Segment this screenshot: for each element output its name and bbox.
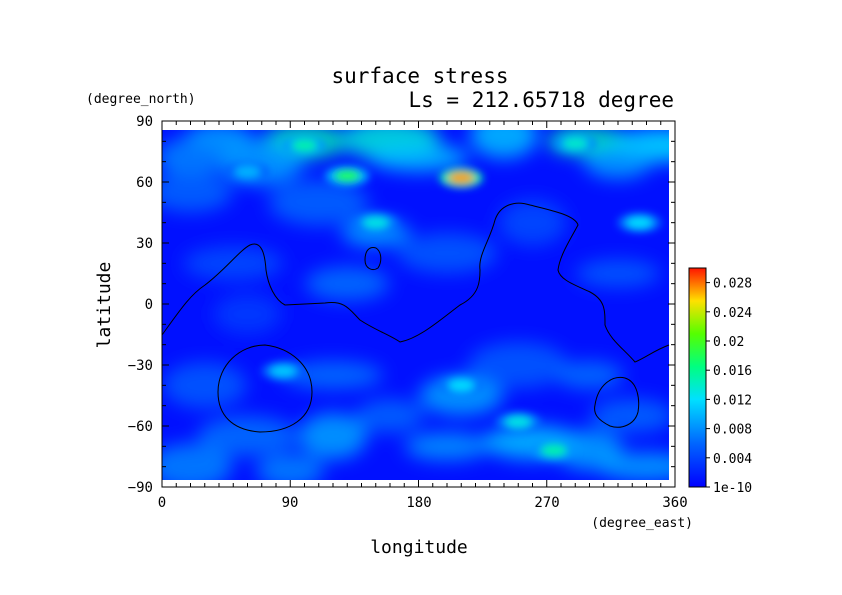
field-texture	[299, 413, 367, 460]
y-tick-labels: 90 60 30 0 −30 −60 −90	[128, 114, 153, 496]
x-tick-label: 0	[158, 495, 166, 511]
field-texture	[584, 144, 652, 179]
field-texture	[356, 398, 424, 433]
chart-title: surface stress	[331, 64, 508, 88]
field-texture	[256, 453, 325, 480]
field-texture	[162, 137, 225, 178]
heatmap-field	[162, 130, 669, 480]
colorbar-label: 0.016	[713, 364, 752, 379]
field-texture	[368, 143, 469, 172]
y-units: (degree_north)	[86, 92, 196, 107]
stress-core	[270, 365, 297, 378]
stress-core	[448, 379, 475, 392]
x-units: (degree_east)	[591, 516, 693, 531]
chart-subtitle: Ls = 212.65718 degree	[408, 88, 674, 112]
y-axis-label: latitude	[94, 262, 115, 349]
stress-core	[448, 171, 475, 184]
colorbar-label: 0.008	[713, 423, 752, 438]
colorbar-label: 0.024	[713, 306, 752, 321]
field-texture	[213, 294, 282, 335]
y-tick-label: −30	[128, 358, 153, 374]
basin-southeast	[594, 376, 640, 428]
stress-core	[540, 444, 567, 457]
stress-core	[362, 216, 389, 229]
island-north	[364, 247, 382, 271]
stress-core	[505, 415, 532, 428]
field-texture	[397, 233, 497, 274]
axis-ticks	[161, 120, 676, 488]
x-tick-label: 90	[282, 495, 299, 511]
field-texture	[162, 362, 247, 409]
colorbar-scale	[688, 267, 707, 488]
x-tick-label: 180	[406, 495, 431, 511]
field-texture	[162, 172, 233, 213]
y-tick-label: 0	[145, 297, 153, 313]
colorbar-label: 0.004	[713, 452, 752, 467]
stress-core	[562, 137, 589, 150]
field-texture	[305, 266, 390, 301]
y-tick-label: −90	[128, 480, 153, 496]
field-texture	[197, 416, 298, 457]
y-tick-label: 30	[136, 236, 153, 252]
x-tick-label: 270	[534, 495, 559, 511]
field-texture	[555, 361, 624, 390]
field-texture	[498, 199, 567, 246]
field-texture	[468, 342, 569, 388]
colorbar-label: 0.028	[713, 277, 752, 292]
field-texture	[283, 361, 383, 390]
coastline-west	[161, 202, 670, 363]
field-texture	[405, 432, 489, 461]
colorbar-label: 0.012	[713, 393, 752, 408]
stress-core	[291, 139, 318, 152]
basin-southwest	[217, 344, 313, 433]
coastline-contours	[161, 202, 670, 433]
y-tick-label: −60	[128, 419, 153, 435]
field-texture	[470, 130, 538, 159]
field-texture	[162, 443, 233, 480]
colorbar-label: 0.02	[713, 335, 744, 350]
field-texture	[596, 452, 669, 480]
stress-core	[334, 169, 361, 182]
x-tick-label: 360	[662, 495, 687, 511]
colorbar: 0.028 0.024 0.02 0.016 0.012 0.008 0.004 1e-10	[688, 267, 752, 496]
colorbar-label: 1e-10	[713, 481, 752, 496]
x-tick-labels: 0 90 180 270 360	[158, 495, 688, 511]
x-axis-label: longitude	[370, 537, 468, 558]
stress-core	[626, 216, 653, 229]
y-tick-label: 60	[136, 175, 153, 191]
stress-core	[234, 165, 261, 178]
field-texture	[590, 398, 669, 433]
field-texture	[268, 179, 369, 226]
y-tick-label: 90	[136, 114, 153, 130]
field-texture	[576, 259, 660, 288]
field-texture	[183, 246, 284, 281]
